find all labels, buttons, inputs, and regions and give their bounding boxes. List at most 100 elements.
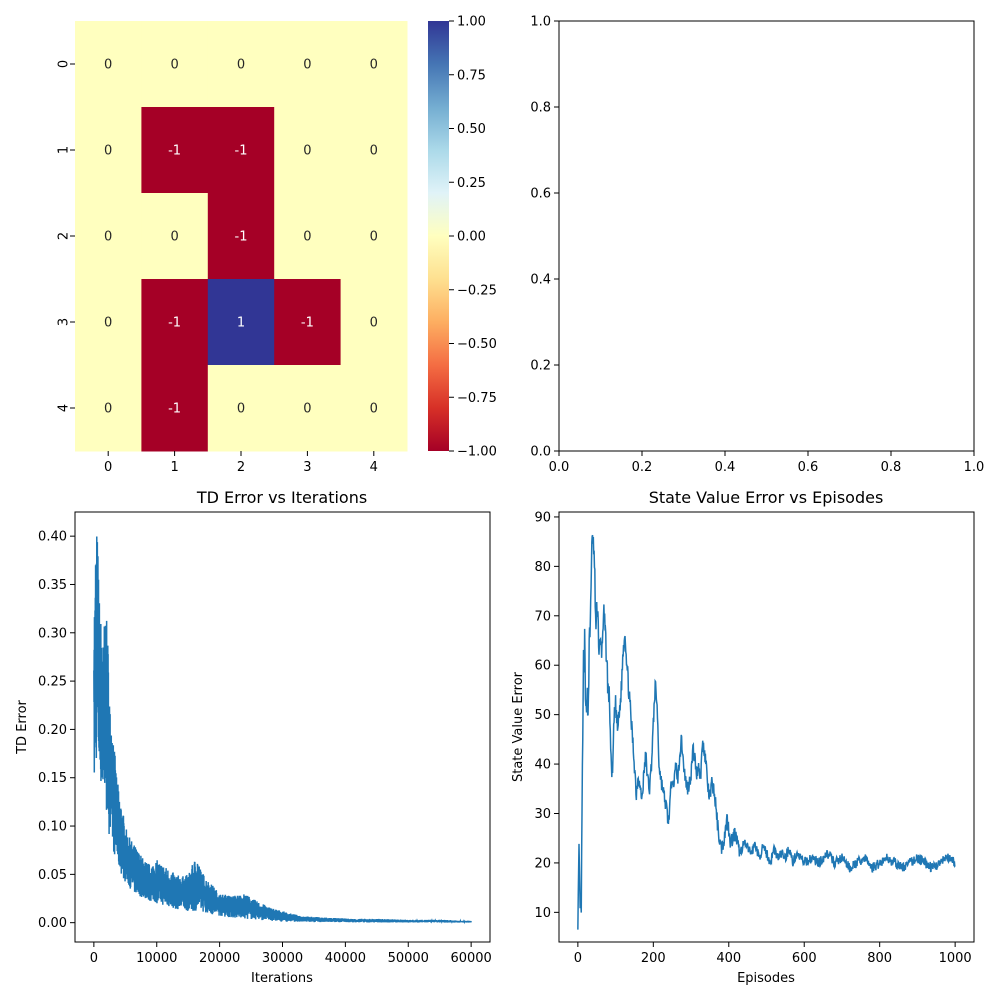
empty-axes-y-tick-label: 0.8: [530, 101, 551, 116]
heatmap-y-tick-label: 3: [57, 318, 72, 326]
heatmap-cell-label: 0: [370, 144, 378, 159]
heatmap-cell: [75, 279, 142, 366]
heatmap-cell-label: 1: [237, 316, 245, 331]
heatmap-cell: [340, 107, 408, 194]
td-y-ticks: 0.00 0.05 0.10 0.15 0.20 0.25 0.30 0.35 0.40: [38, 530, 75, 931]
empty-axes-y-tick-label: 0.4: [530, 273, 551, 288]
heatmap-cell: [141, 21, 209, 108]
td-chart-title: TD Error vs Iterations: [196, 488, 367, 507]
empty-axes-x-ticks: 0.0 0.2 0.4 0.6 0.8 1.0: [549, 451, 985, 475]
heatmap-x-tick-label: 3: [303, 460, 311, 475]
colorbar-tick-label: 0.25: [457, 176, 486, 191]
heatmap-cell-label: -1: [301, 316, 314, 331]
sv-x-axis-label: Episodes: [737, 971, 795, 986]
heatmap-x-tick-label: 2: [237, 460, 245, 475]
heatmap-cell: [274, 193, 342, 280]
colorbar-tick-label: 0.75: [457, 68, 486, 83]
heatmap-panel: 0 0 0 0 0 0 -1 -1 0 0 0 0 -1 0 0 0 -1 1 -1 0 0 -1 0 0 0 0 1 2 3 4 0 1…: [57, 15, 497, 476]
heatmap-cell: [141, 279, 209, 366]
td-x-tick-label: 40000: [325, 951, 366, 966]
sv-x-tick-label: 400: [716, 951, 741, 966]
td-x-tick-label: 30000: [262, 951, 303, 966]
heatmap-cell-labels: 0 0 0 0 0 0 -1 -1 0 0 0 0 -1 0 0 0 -1 1 -1 0 0 -1 0 0 0: [104, 58, 378, 417]
heatmap-cell-label: 0: [370, 402, 378, 417]
heatmap-cell-label: 0: [104, 144, 112, 159]
heatmap-cell-label: 0: [303, 230, 311, 245]
sv-y-tick-label: 90: [534, 510, 551, 525]
td-x-tick-label: 10000: [136, 951, 177, 966]
empty-axes-panel: 0.0 0.2 0.4 0.6 0.8 1.0 0.0 0.2 0.4 0.6 0.8 1.0: [530, 15, 984, 476]
empty-axes-x-tick-label: 0.6: [798, 460, 819, 475]
td-y-tick-label: 0.40: [38, 530, 67, 545]
td-y-tick-label: 0.30: [38, 626, 67, 641]
sv-y-tick-label: 30: [534, 807, 551, 822]
sv-y-tick-label: 40: [534, 758, 551, 773]
heatmap-cell-label: 0: [370, 230, 378, 245]
sv-y-tick-label: 20: [534, 856, 551, 871]
td-x-tick-label: 50000: [388, 951, 429, 966]
heatmap-cell-label: -1: [235, 230, 248, 245]
td-y-tick-label: 0.15: [38, 771, 67, 786]
colorbar-tick-label: −0.50: [457, 337, 497, 352]
sv-y-axis-label: State Value Error: [511, 671, 526, 782]
empty-axes-x-tick-label: 0.0: [549, 460, 570, 475]
heatmap-cell: [141, 107, 209, 194]
heatmap-x-tick-label: 1: [170, 460, 178, 475]
sv-x-tick-label: 1000: [939, 951, 972, 966]
td-y-tick-label: 0.00: [38, 916, 67, 931]
heatmap-x-ticks: 0 1 2 3 4: [104, 451, 378, 475]
heatmap-cell: [340, 21, 408, 108]
td-x-tick-label: 60000: [450, 951, 491, 966]
heatmap-cell-label: 0: [237, 58, 245, 73]
sv-y-ticks: 10 20 30 40 50 60 70 80 90: [534, 510, 559, 921]
heatmap-cell-label: -1: [168, 316, 181, 331]
heatmap-x-tick-label: 4: [370, 460, 378, 475]
td-x-ticks: 0 10000 20000 30000 40000 50000 60000: [90, 942, 492, 966]
empty-axes-x-tick-label: 0.4: [715, 460, 736, 475]
colorbar-tick-label: −0.25: [457, 283, 497, 298]
heatmap-cell-label: 0: [303, 402, 311, 417]
empty-axes-y-tick-label: 1.0: [530, 15, 551, 30]
colorbar-tick-label: 0.00: [457, 230, 486, 245]
empty-axes-x-tick-label: 1.0: [964, 460, 985, 475]
empty-axes-y-tick-label: 0.2: [530, 359, 551, 374]
sv-y-tick-label: 80: [534, 560, 551, 575]
heatmap-cell: [340, 279, 408, 366]
colorbar-tick-label: −1.00: [457, 445, 497, 460]
heatmap-cell: [141, 365, 209, 452]
heatmap-cell: [207, 365, 275, 452]
colorbar-tick-label: 1.00: [457, 15, 486, 30]
heatmap-cell: [340, 193, 408, 280]
td-x-tick-label: 20000: [199, 951, 240, 966]
empty-axes-y-tick-label: 0.6: [530, 187, 551, 202]
heatmap-cell-label: 0: [303, 144, 311, 159]
heatmap-y-tick-label: 2: [57, 232, 72, 240]
heatmap-cell: [75, 193, 142, 280]
td-error-panel: TD Error vs Iterations 0 10000 20000 30000 4…: [15, 488, 492, 986]
state-value-series-line: [577, 534, 956, 930]
heatmap-cell: [274, 21, 342, 108]
sv-chart-title: State Value Error vs Episodes: [649, 488, 884, 507]
sv-x-tick-label: 200: [641, 951, 666, 966]
heatmap-cell: [340, 365, 408, 452]
heatmap-y-tick-label: 0: [57, 60, 72, 68]
empty-axes-y-tick-label: 0.0: [530, 445, 551, 460]
heatmap-cell-label: -1: [235, 144, 248, 159]
sv-x-ticks: 0 200 400 600 800 1000: [574, 942, 972, 966]
empty-axes-x-tick-label: 0.2: [632, 460, 653, 475]
colorbar-tick-label: 0.50: [457, 122, 486, 137]
empty-axes-frame: [558, 20, 975, 452]
sv-x-tick-label: 600: [792, 951, 817, 966]
td-error-series-line: [93, 536, 472, 925]
heatmap-y-tick-label: 1: [57, 146, 72, 154]
heatmap-cell-label: 0: [170, 58, 178, 73]
colorbar-ticks: 1.00 0.75 0.50 0.25 0.00 −0.25 −0.50 −0.75 −1.00: [449, 15, 497, 460]
sv-x-tick-label: 0: [574, 951, 582, 966]
heatmap-cell: [75, 365, 142, 452]
colorbar: [428, 21, 449, 451]
td-y-tick-label: 0.35: [38, 578, 67, 593]
heatmap-cell-label: 0: [104, 58, 112, 73]
td-y-tick-label: 0.10: [38, 820, 67, 835]
heatmap-cell: [207, 193, 275, 280]
